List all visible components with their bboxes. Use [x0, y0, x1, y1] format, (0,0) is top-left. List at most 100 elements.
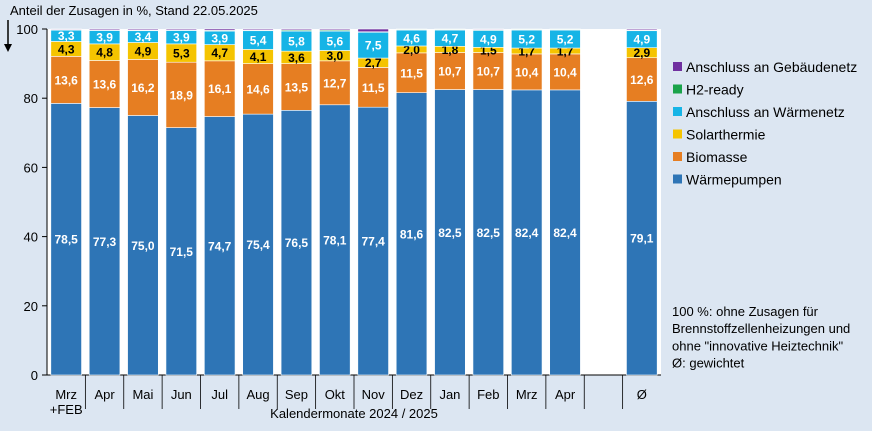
data-label: 16,1 — [208, 82, 232, 96]
data-label: 75,4 — [246, 238, 270, 252]
bar-segment — [281, 29, 312, 30]
bar-segment — [243, 29, 274, 30]
data-label: 4,8 — [96, 46, 113, 60]
legend-label: Solarthermie — [686, 127, 766, 143]
data-label: 82,4 — [553, 226, 577, 240]
x-tick-label: Sep — [285, 387, 308, 402]
data-label: 13,6 — [55, 73, 79, 87]
bar-segment — [51, 29, 82, 30]
y-tick-label: 20 — [24, 299, 38, 314]
bar-segment — [435, 29, 466, 30]
data-label: 4,6 — [403, 31, 420, 45]
data-label: 3,4 — [135, 30, 152, 44]
bar-segment — [358, 29, 389, 32]
data-label: 3,9 — [173, 31, 190, 45]
x-tick-label: Mrz — [55, 387, 77, 402]
data-label: 79,1 — [630, 232, 654, 246]
x-tick-label: Feb — [477, 387, 499, 402]
legend-swatch — [673, 107, 682, 116]
legend-label: Biomasse — [686, 149, 748, 165]
x-tick-label: Aug — [246, 387, 269, 402]
x-tick-label: Jul — [211, 387, 228, 402]
data-label: 4,1 — [250, 50, 267, 64]
legend-label: Anschluss an Wärmenetz — [686, 104, 845, 120]
bar-segment — [396, 29, 427, 30]
bar-segment — [166, 29, 197, 30]
data-label: 77,3 — [93, 235, 117, 249]
data-label: 4,7 — [211, 46, 228, 60]
data-label: 5,4 — [250, 34, 267, 48]
data-label: 13,6 — [93, 78, 117, 92]
data-label: 3,9 — [211, 31, 228, 45]
data-label: 71,5 — [170, 245, 194, 259]
data-label: 3,6 — [288, 51, 305, 65]
data-label: 75,0 — [131, 239, 155, 253]
data-label: 5,2 — [518, 33, 535, 47]
data-label: 10,7 — [438, 65, 462, 79]
data-label: 10,4 — [515, 65, 539, 79]
data-label: 78,5 — [55, 233, 79, 247]
data-label: 76,5 — [285, 236, 309, 250]
footnote-line: 100 %: ohne Zusagen für — [672, 304, 819, 319]
data-label: 77,4 — [362, 235, 386, 249]
bar-segment — [204, 29, 235, 30]
title-arrow-head — [4, 44, 12, 52]
data-label: 4,9 — [633, 33, 650, 47]
data-label: 13,5 — [285, 80, 309, 94]
x-tick-label: Jan — [439, 387, 460, 402]
data-label: 18,9 — [170, 88, 194, 102]
legend-swatch — [673, 62, 682, 71]
data-label: 11,5 — [400, 66, 423, 80]
y-tick-label: 80 — [24, 91, 38, 106]
legend-label: H2-ready — [686, 82, 744, 98]
footnote-line: Ø: gewichtet — [672, 356, 745, 371]
footnote-line: ohne "innovative Heiztechnik" — [672, 338, 843, 353]
x-tick-label: Nov — [362, 387, 386, 402]
data-label: 5,2 — [557, 33, 574, 47]
bar-segment — [319, 29, 350, 30]
x-tick-label: Apr — [555, 387, 576, 402]
data-label: 11,5 — [362, 81, 385, 95]
y-tick-label: 40 — [24, 230, 38, 245]
data-label: 82,5 — [438, 226, 462, 240]
data-label: 10,4 — [553, 65, 577, 79]
data-label: 12,7 — [323, 76, 347, 90]
data-label: 2,9 — [633, 46, 650, 60]
legend-label: Anschluss an Gebäudenetz — [686, 59, 857, 75]
data-label: 4,9 — [480, 32, 497, 46]
data-label: 16,2 — [131, 81, 155, 95]
x-tick-label: Dez — [400, 387, 423, 402]
x-tick-label: +FEB — [50, 402, 83, 417]
legend-swatch — [673, 85, 682, 94]
x-axis-title: Kalendermonate 2024 / 2025 — [270, 406, 438, 421]
data-label: 5,8 — [288, 35, 305, 49]
data-label: 78,1 — [323, 233, 347, 247]
data-label: 81,6 — [400, 227, 424, 241]
data-label: 5,6 — [326, 34, 343, 48]
data-label: 74,7 — [208, 239, 232, 253]
data-label: 82,4 — [515, 226, 539, 240]
data-label: 14,6 — [246, 82, 270, 96]
legend-label: Wärmepumpen — [686, 172, 782, 188]
x-tick-label: Mai — [132, 387, 153, 402]
y-tick-label: 100 — [16, 22, 38, 37]
data-label: 10,7 — [477, 65, 501, 79]
footnote-line: Brennstoffzellenheizungen und — [672, 321, 850, 336]
data-label: 3,9 — [96, 31, 113, 45]
data-label: 4,7 — [442, 32, 459, 46]
legend-swatch — [673, 130, 682, 139]
data-label: 4,9 — [135, 44, 152, 58]
data-label: 3,0 — [326, 49, 343, 63]
legend-swatch — [673, 152, 682, 161]
data-label: 12,6 — [630, 73, 654, 87]
data-label: 3,3 — [58, 29, 75, 43]
x-tick-label: Mrz — [516, 387, 538, 402]
data-label: 82,5 — [477, 226, 501, 240]
x-tick-label: Ø — [637, 387, 647, 402]
bar-segment — [550, 29, 581, 30]
x-tick-label: Okt — [325, 387, 346, 402]
data-label: 5,3 — [173, 47, 190, 61]
bar-segment — [511, 29, 542, 30]
